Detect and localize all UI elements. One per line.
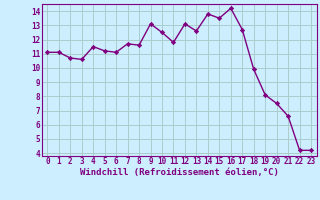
X-axis label: Windchill (Refroidissement éolien,°C): Windchill (Refroidissement éolien,°C) [80, 168, 279, 177]
